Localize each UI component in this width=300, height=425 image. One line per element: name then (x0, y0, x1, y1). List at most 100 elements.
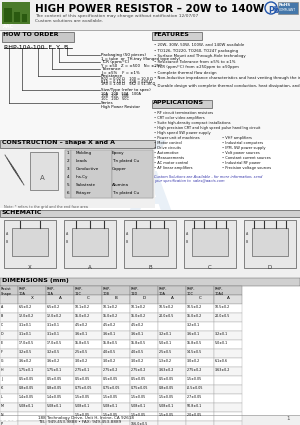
Bar (18, 304, 46, 313)
Bar (130, 385, 158, 394)
Text: A: A (171, 296, 173, 300)
Bar (244, 220, 296, 268)
Text: TCR (ppm/°C): TCR (ppm/°C) (101, 60, 129, 64)
Text: RHP-
10B: RHP- 10B (103, 287, 111, 296)
Text: 3.6±0.1: 3.6±0.1 (131, 332, 144, 336)
Bar (214, 394, 242, 403)
Bar (74, 358, 102, 367)
Bar (0, 415, 35, 425)
Bar (102, 403, 130, 412)
Bar (46, 376, 74, 385)
Text: RHP-
11A: RHP- 11A (47, 287, 56, 296)
Text: H: H (1, 368, 4, 372)
Text: DIMENSIONS (mm): DIMENSIONS (mm) (2, 278, 69, 283)
Text: 3.1±0.1: 3.1±0.1 (19, 323, 32, 327)
Bar (152, 100, 212, 108)
Text: 3.6±0.2: 3.6±0.2 (19, 359, 32, 363)
Text: 10A   20B   50A   100A: 10A 20B 50A 100A (101, 91, 141, 96)
Bar (14, 12, 20, 22)
Text: 5.08±0.1: 5.08±0.1 (159, 404, 174, 408)
Text: A: A (66, 232, 68, 236)
Text: 166.0±0.5: 166.0±0.5 (131, 422, 148, 425)
Text: B: B (115, 296, 117, 300)
Bar (0, 148, 155, 208)
Text: HOW TO ORDER: HOW TO ORDER (3, 32, 58, 37)
Text: 0.5±0.05: 0.5±0.05 (19, 377, 34, 381)
Text: Resistance: Resistance (101, 74, 123, 78)
Text: 3.2±0.1: 3.2±0.1 (159, 332, 172, 336)
Text: Tin plated Cu: Tin plated Cu (112, 191, 139, 195)
Text: C: C (199, 296, 201, 300)
Text: B: B (1, 314, 3, 318)
Bar (0, 0, 300, 30)
Bar (0, 295, 18, 304)
Bar (186, 295, 214, 304)
Bar (214, 412, 242, 421)
Text: 10C   20D   50C: 10C 20D 50C (101, 96, 129, 100)
Bar (0, 210, 300, 217)
Text: 6.1±0.6: 6.1±0.6 (215, 359, 228, 363)
Text: C: C (1, 323, 3, 327)
Text: 12.0±0.2: 12.0±0.2 (19, 314, 34, 318)
Bar (192, 228, 228, 256)
Bar (158, 367, 186, 376)
Text: 10.1±0.2: 10.1±0.2 (103, 305, 118, 309)
Bar (130, 367, 158, 376)
Text: 5.08±0.1: 5.08±0.1 (47, 404, 62, 408)
Text: • Industrial RF power: • Industrial RF power (222, 161, 261, 165)
Bar (46, 286, 74, 295)
Bar (0, 322, 18, 331)
Bar (102, 349, 130, 358)
Bar (18, 358, 46, 367)
Text: 10.5±0.2: 10.5±0.2 (159, 305, 174, 309)
Bar (186, 421, 214, 425)
Text: Y = ±50   Z = ±500   N= ±250: Y = ±50 Z = ±500 N= ±250 (101, 63, 162, 68)
Text: 1.5±0.05: 1.5±0.05 (103, 395, 118, 399)
Text: 50.8±0.1: 50.8±0.1 (187, 404, 202, 408)
Bar (0, 331, 18, 340)
Bar (18, 331, 46, 340)
Bar (186, 358, 214, 367)
Text: • AC motor control: • AC motor control (154, 161, 188, 165)
Text: 3.2±0.1: 3.2±0.1 (187, 323, 200, 327)
Bar (18, 394, 46, 403)
Bar (18, 340, 46, 349)
Text: • TO126, TO220, TO260, TO247 packaging: • TO126, TO220, TO260, TO247 packaging (154, 48, 238, 53)
Text: Potayer: Potayer (76, 191, 92, 195)
Text: 1.5±0.05: 1.5±0.05 (75, 395, 90, 399)
Text: 10.1±0.2: 10.1±0.2 (131, 305, 146, 309)
Bar (102, 295, 130, 304)
Bar (130, 286, 158, 295)
Text: 12.0±0.2: 12.0±0.2 (47, 314, 62, 318)
Text: 1.5±0.05: 1.5±0.05 (131, 395, 146, 399)
Text: 2.75±0.2: 2.75±0.2 (131, 368, 146, 372)
Text: C: C (87, 296, 89, 300)
Text: Tolerance: Tolerance (101, 67, 121, 71)
Text: 2.75±0.2: 2.75±0.2 (103, 368, 118, 372)
Bar (186, 385, 214, 394)
Text: 4: 4 (67, 175, 70, 179)
Text: 3.1±0.1: 3.1±0.1 (47, 332, 60, 336)
Bar (130, 394, 158, 403)
Text: 3.0±0.2: 3.0±0.2 (103, 359, 116, 363)
Text: R10 = 0.10 Ω    10R = 500 Ω: R10 = 0.10 Ω 10R = 500 Ω (101, 79, 152, 83)
Bar (0, 394, 18, 403)
Bar (65, 182, 153, 190)
Bar (18, 349, 46, 358)
Text: Substrate: Substrate (76, 183, 96, 187)
Text: B: B (66, 240, 68, 244)
Bar (130, 313, 158, 322)
Bar (74, 376, 102, 385)
Text: 188 Technology Drive, Unit H, Irvine, CA 92618: 188 Technology Drive, Unit H, Irvine, CA… (38, 416, 134, 420)
Text: • Industrial computers: • Industrial computers (222, 141, 263, 145)
Bar (214, 385, 242, 394)
Bar (18, 295, 46, 304)
Text: 3.1±0.1: 3.1±0.1 (47, 323, 60, 327)
Text: APPLICATIONS: APPLICATIONS (153, 100, 204, 105)
Bar (214, 358, 242, 367)
Bar (74, 340, 102, 349)
Bar (130, 304, 158, 313)
Bar (0, 140, 155, 148)
Bar (158, 331, 186, 340)
Text: Custom Solutions are Available - for more information, send: Custom Solutions are Available - for mor… (154, 175, 262, 179)
